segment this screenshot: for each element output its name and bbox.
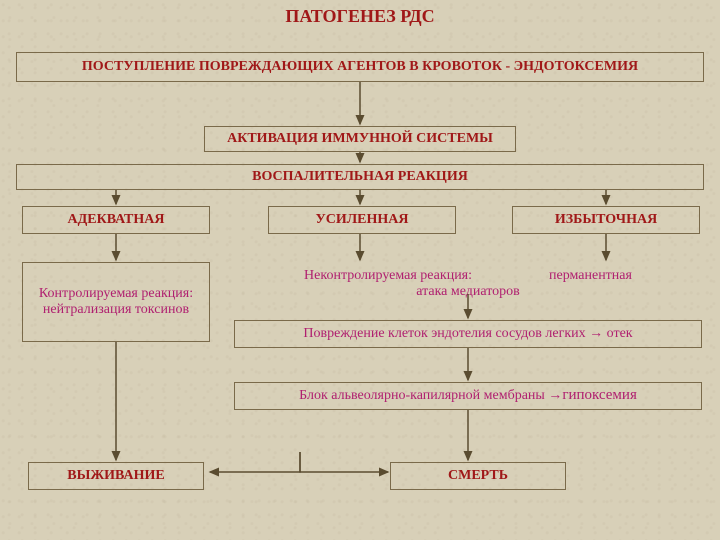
- node-n2: АКТИВАЦИЯ ИММУННОЙ СИСТЕМЫ: [204, 126, 516, 152]
- node-n8a: ВЫЖИВАНИЕ: [28, 462, 204, 490]
- node-n3: ВОСПАЛИТЕЛЬНАЯ РЕАКЦИЯ: [16, 164, 704, 190]
- node-n6: Повреждение клеток эндотелия сосудов лег…: [234, 320, 702, 348]
- node-n5a: Контролируемая реакция: нейтрализация то…: [22, 262, 210, 342]
- node-n7: Блок альвеолярно-капилярной мембраны → г…: [234, 382, 702, 410]
- node-n4b: УСИЛЕННАЯ: [268, 206, 456, 234]
- node-n5b: Неконтролируемая реакция: перманентнаяат…: [234, 262, 702, 306]
- node-n1: ПОСТУПЛЕНИЕ ПОВРЕЖДАЮЩИХ АГЕНТОВ В КРОВО…: [16, 52, 704, 82]
- page-title: ПАТОГЕНЕЗ РДС: [0, 6, 720, 27]
- node-n4c: ИЗБЫТОЧНАЯ: [512, 206, 700, 234]
- node-n8b: СМЕРТЬ: [390, 462, 566, 490]
- node-n4a: АДЕКВАТНАЯ: [22, 206, 210, 234]
